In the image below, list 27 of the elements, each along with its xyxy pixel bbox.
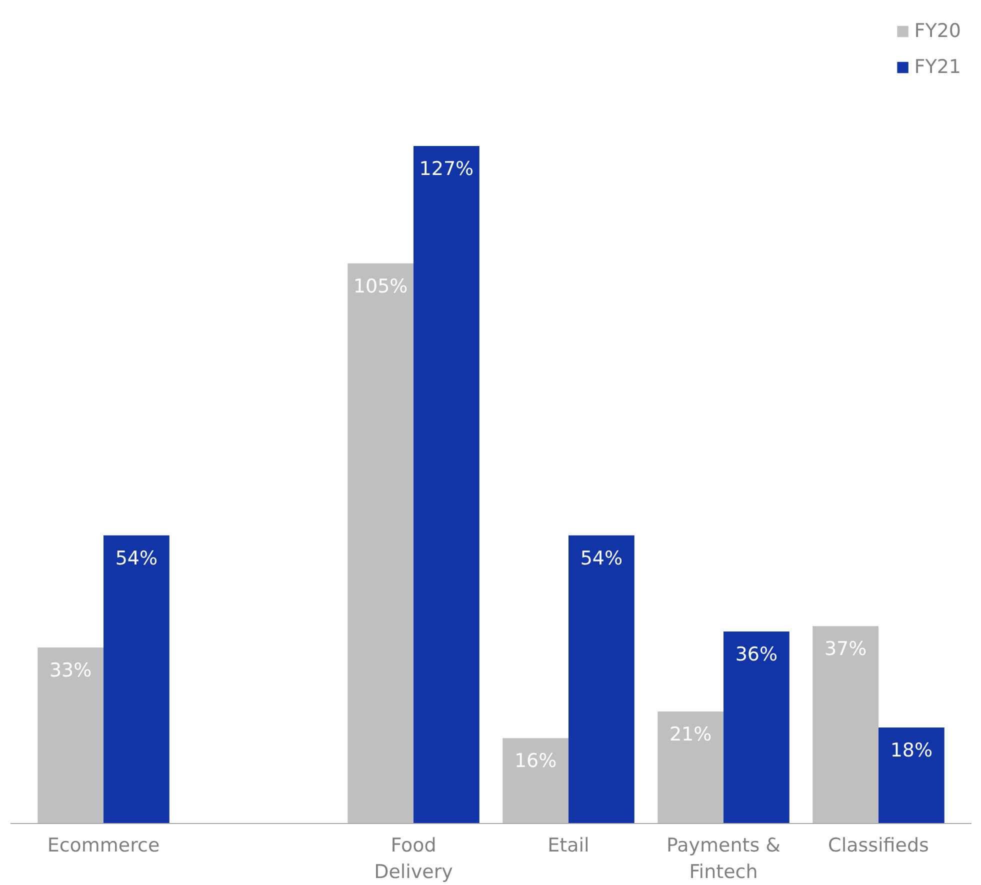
- bar: [812, 626, 878, 824]
- data-label: 54%: [580, 547, 623, 570]
- x-tick-label: Etail: [548, 834, 590, 856]
- data-label: 18%: [890, 739, 933, 762]
- data-label: 105%: [353, 275, 408, 298]
- bar: [414, 146, 480, 824]
- bar: [724, 631, 790, 824]
- data-label: 33%: [49, 659, 92, 682]
- bar: [348, 263, 414, 824]
- bar: [658, 711, 724, 824]
- legend-label: FY20: [914, 20, 961, 42]
- data-label: 54%: [115, 547, 158, 570]
- data-label: 21%: [669, 723, 712, 746]
- x-tick-label: Food Delivery: [374, 834, 453, 883]
- x-tick-label: Payments & Fintech: [666, 834, 781, 883]
- bar: [38, 647, 104, 824]
- data-label: 16%: [514, 750, 557, 772]
- legend-label: FY21: [914, 56, 961, 78]
- data-label: 36%: [735, 643, 778, 666]
- bar: [104, 535, 170, 824]
- data-label: 37%: [824, 638, 867, 660]
- x-tick-label: Classifieds: [828, 834, 929, 856]
- bar: [502, 738, 568, 824]
- bar: [568, 535, 634, 824]
- bar: [878, 727, 944, 824]
- data-label: 127%: [419, 158, 474, 180]
- x-tick-label: Ecommerce: [47, 834, 160, 856]
